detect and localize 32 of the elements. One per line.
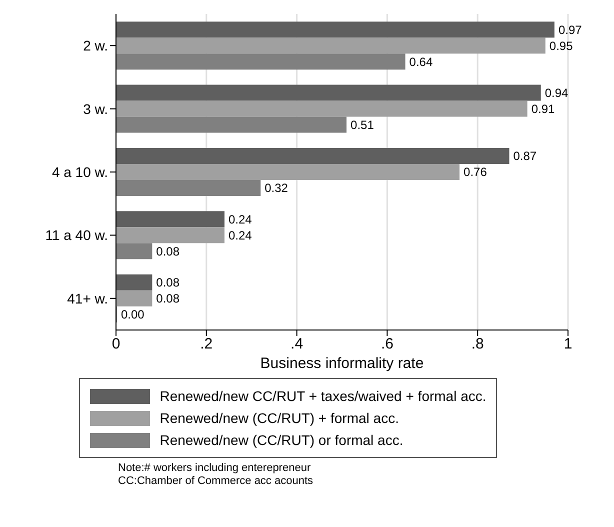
text: CC:Chamber of Commerce acc acounts <box>118 475 314 488</box>
legend-label: Renewed/new CC/RUT + taxes/waived + formal acc. <box>160 388 486 404</box>
legend-label: Renewed/new (CC/RUT) + formal acc. <box>160 410 399 426</box>
text: Note:# workers including enterepreneur <box>118 462 312 475</box>
data-label: 0.08 <box>156 276 180 290</box>
x-axis-title: Business informality rate <box>260 355 424 372</box>
data-label: 0.08 <box>156 292 180 306</box>
legend-label: Renewed/new (CC/RUT) or formal acc. <box>160 432 404 448</box>
data-label: 0.08 <box>156 244 180 258</box>
data-label: 0.76 <box>464 165 488 180</box>
data-label: 0.64 <box>409 54 433 69</box>
y-tick-label: 2 w. <box>83 38 108 54</box>
x-tick-label: 1 <box>564 336 572 353</box>
x-tick-label: .4 <box>290 336 304 353</box>
data-label: 0.24 <box>228 212 252 226</box>
data-label: 0.00 <box>121 308 145 322</box>
data-label: 0.32 <box>264 181 288 196</box>
x-tick-label: 0 <box>112 336 120 353</box>
y-tick-label: 4 a 10 w. <box>52 164 108 180</box>
x-tick-label: .6 <box>380 336 394 353</box>
data-label: 0.97 <box>558 22 582 37</box>
x-tick-label: .2 <box>200 336 213 353</box>
y-tick-label: 41+ w. <box>67 290 108 306</box>
x-tick-label: .8 <box>471 336 484 353</box>
data-label: 0.95 <box>549 38 574 53</box>
data-label: 0.94 <box>544 86 569 100</box>
y-tick-label: 3 w. <box>83 100 108 117</box>
data-label: 0.51 <box>350 118 374 132</box>
y-tick-label: 11 a 40 w. <box>45 227 108 244</box>
data-label: 0.91 <box>531 102 555 116</box>
data-label: 0.24 <box>228 228 252 242</box>
data-label: 0.87 <box>513 149 537 164</box>
